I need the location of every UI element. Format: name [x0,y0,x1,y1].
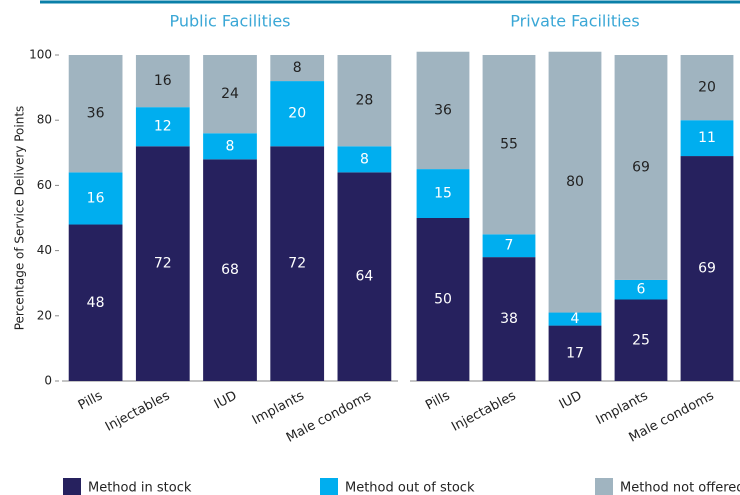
value-label: 6 [637,282,646,298]
y-tick-label: 0 [44,374,52,388]
value-label: 72 [154,256,172,272]
legend-label: Method in stock [88,481,192,495]
x-tick-label: Injectables [103,388,173,434]
bar-segment [270,81,325,147]
bar-segment [135,55,190,108]
value-label: 7 [505,238,514,254]
legend-label: Method out of stock [345,481,475,495]
bar-segment [337,146,392,173]
bar-segment [482,55,536,235]
value-label: 8 [293,60,302,76]
bar-segment [203,159,257,381]
value-label: 72 [288,256,306,272]
x-tick-label: Implants [594,388,651,428]
x-tick-label: IUD [557,388,585,412]
bar-segment [270,146,325,381]
value-label: 25 [632,332,650,348]
x-tick-label: Implants [250,388,307,428]
panel-title: Private Facilities [510,12,639,31]
bar-segment [68,224,123,381]
value-label: 69 [632,159,650,175]
value-label: 20 [288,106,306,122]
value-label: 16 [154,73,172,89]
value-label: 38 [500,311,518,327]
bar-segment [135,107,190,147]
value-label: 80 [566,174,584,190]
bar-segment [548,325,602,381]
legend-label: Method not offered [620,481,740,495]
x-tick-label: Injectables [449,388,519,434]
bar-segment [337,172,392,381]
y-tick-label: 40 [37,243,52,257]
bar-segment [68,172,123,225]
value-label: 69 [698,261,716,277]
bar-segment [416,51,470,170]
bar-segment [416,218,470,381]
value-label: 68 [221,262,239,278]
bar-segment [548,51,602,313]
bar-segment [416,169,470,218]
bar-segment [614,299,668,381]
value-label: 24 [221,86,239,102]
panel-title: Public Facilities [169,12,290,31]
value-label: 16 [87,190,105,206]
y-tick-label: 100 [29,48,52,62]
bar-segment [482,257,536,381]
x-tick-label: Pills [76,388,105,413]
legend-swatch [320,478,338,495]
y-tick-label: 80 [37,113,52,127]
value-label: 28 [355,93,373,109]
value-label: 64 [355,269,373,285]
bar-segment [337,55,392,147]
bar-segment [68,55,123,173]
y-tick-label: 20 [37,308,52,322]
bar-segment [680,55,734,121]
value-label: 4 [571,311,580,327]
x-tick-label: IUD [212,388,240,412]
bar-segment [614,55,668,280]
value-label: 15 [434,186,452,202]
bar-segment [203,55,257,134]
value-label: 48 [87,295,105,311]
bar-segment [680,120,734,157]
bar-segment [203,133,257,160]
value-label: 11 [698,130,716,146]
bar-segment [135,146,190,381]
bar-segment [614,279,668,300]
value-label: 17 [566,345,584,361]
value-label: 8 [226,138,235,154]
value-label: 12 [154,119,172,135]
bar-segment [548,312,602,326]
bar-segment [482,234,536,258]
value-label: 55 [500,137,518,153]
value-label: 50 [434,292,452,308]
value-label: 36 [434,102,452,118]
bar-segment [270,55,325,82]
x-tick-label: Pills [423,388,452,413]
legend-swatch [595,478,613,495]
legend-swatch [63,478,81,495]
value-label: 8 [360,151,369,167]
y-axis-label: Percentage of Service Delivery Points [13,106,27,331]
y-tick-label: 60 [37,178,52,192]
value-label: 36 [87,106,105,122]
bar-segment [680,156,734,381]
value-label: 20 [698,80,716,96]
